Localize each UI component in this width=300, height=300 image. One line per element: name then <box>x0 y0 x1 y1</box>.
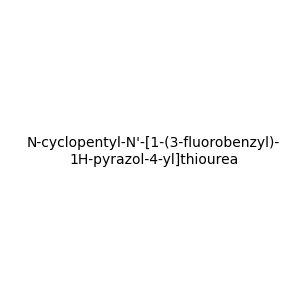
Text: N-cyclopentyl-N'-[1-(3-fluorobenzyl)-
1H-pyrazol-4-yl]thiourea: N-cyclopentyl-N'-[1-(3-fluorobenzyl)- 1H… <box>27 136 280 166</box>
